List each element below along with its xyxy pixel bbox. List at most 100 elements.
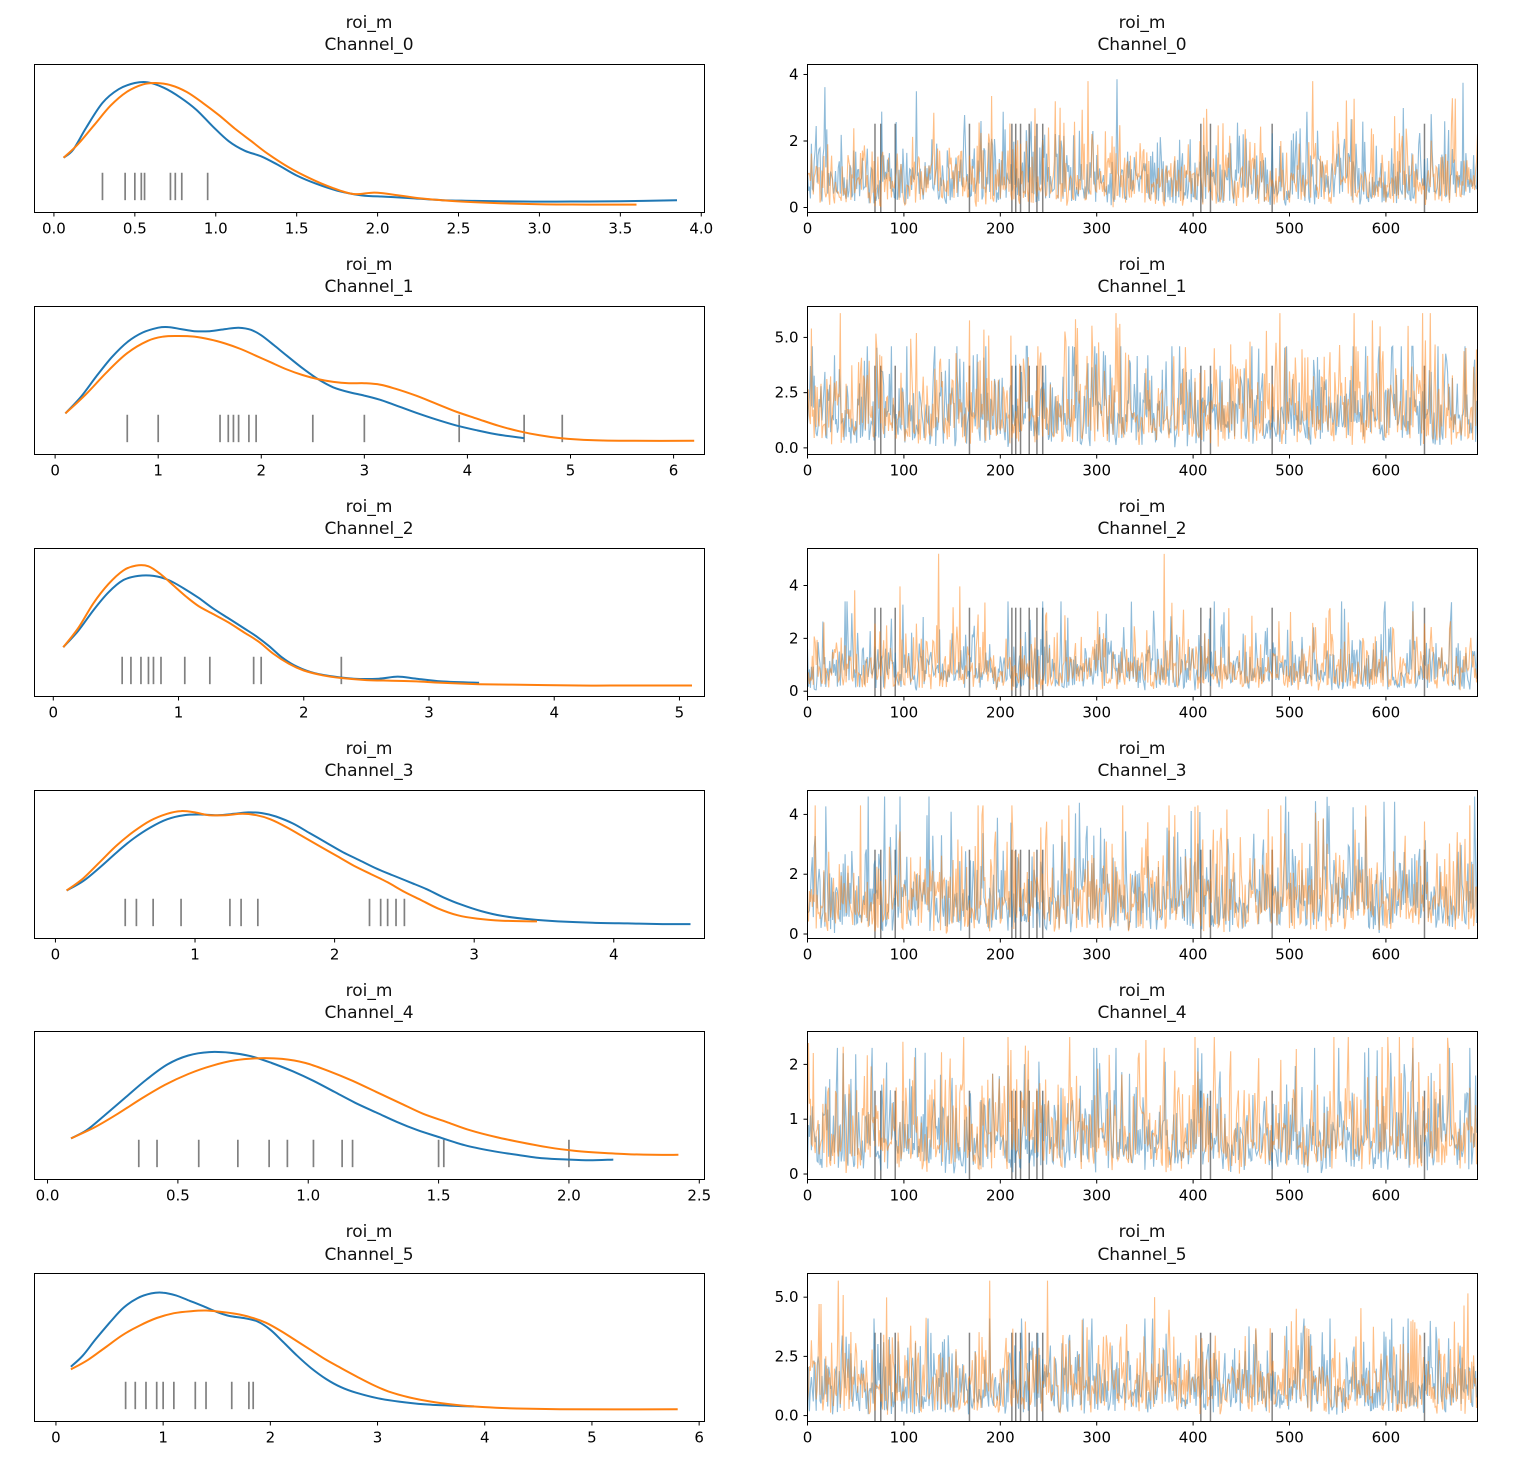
plot-area <box>807 79 1478 213</box>
y-tick-label: 0 <box>789 682 799 700</box>
plot-group: 0 100 200 300 400 500 600 0 2 4 <box>789 547 1478 721</box>
x-tick-label: 400 <box>1179 461 1208 479</box>
x-tick-label: 600 <box>1372 219 1401 237</box>
chart-title: roi_m <box>345 1222 393 1243</box>
x-tick-label: 200 <box>986 1429 1015 1447</box>
chart-panel: roi_m Channel_2 0 1 2 3 4 5 <box>0 496 757 725</box>
trace-orange <box>807 1037 1478 1174</box>
kde-curve-orange <box>62 81 637 206</box>
x-tick-label: 1 <box>190 945 200 963</box>
kde-curve-orange <box>62 563 692 687</box>
x-tick-label: 0.0 <box>36 1187 60 1205</box>
chart-title: roi_m <box>345 254 393 275</box>
chart-title-block: roi_m Channel_3 <box>28 738 704 783</box>
y-tick-label: 5.0 <box>775 328 799 346</box>
x-tick-label: 5 <box>675 703 685 721</box>
chart-panel: roi_m Channel_5 0 100 200 300 400 500 600 0.0 2.… <box>757 1221 1514 1450</box>
plot-border <box>34 63 705 213</box>
chart-title-block: roi_m Channel_4 <box>28 980 704 1025</box>
chart-subtitle: Channel_0 <box>324 35 414 56</box>
y-tick-label: 0 <box>789 198 799 216</box>
chart-title-block: roi_m Channel_2 <box>759 496 1477 541</box>
y-tick-label: 4 <box>789 65 799 83</box>
x-tick-label: 100 <box>890 703 919 721</box>
plot-area <box>66 809 691 926</box>
y-tick-label: 2.5 <box>775 383 799 401</box>
chart-subtitle: Channel_3 <box>1097 761 1187 782</box>
plot-border <box>807 789 1478 939</box>
chart-title: roi_m <box>345 496 393 517</box>
chart-panel: roi_m Channel_1 0 1 2 3 4 5 6 <box>0 254 757 483</box>
x-tick-label: 200 <box>986 945 1015 963</box>
x-tick-label: 300 <box>1082 219 1111 237</box>
chart-title-block: roi_m Channel_3 <box>759 738 1477 783</box>
x-tick-label: 200 <box>986 461 1015 479</box>
x-tick-label: 300 <box>1082 945 1111 963</box>
x-tick-label: 500 <box>1275 461 1304 479</box>
x-tick-label: 500 <box>1275 703 1304 721</box>
x-tick-label: 600 <box>1372 461 1401 479</box>
x-tick-label: 2 <box>256 461 266 479</box>
plot-area <box>70 1051 679 1168</box>
plot-group: 0 100 200 300 400 500 600 0 2 4 <box>789 789 1478 963</box>
chart-title: roi_m <box>1118 1222 1166 1243</box>
x-tick-label: 300 <box>1082 461 1111 479</box>
plot-area <box>807 1280 1478 1422</box>
chart-panel: roi_m Channel_0 0.0 0.5 1.0 1.5 2.0 2.5 3.0 3.5… <box>0 12 757 241</box>
chart-panel: roi_m Channel_1 0 100 200 300 400 500 600 0.0 2.… <box>757 254 1514 483</box>
x-tick-label: 2 <box>266 1429 276 1447</box>
x-tick-label: 0 <box>803 945 813 963</box>
trace-blue <box>807 1048 1478 1174</box>
chart-title: roi_m <box>345 738 393 759</box>
plot-area <box>64 325 695 442</box>
x-tick-label: 300 <box>1082 703 1111 721</box>
y-tick-label: 0.0 <box>775 1407 799 1425</box>
x-tick-label: 2.0 <box>557 1187 581 1205</box>
plot-group: 0.0 0.5 1.0 1.5 2.0 2.5 <box>34 1031 711 1205</box>
x-tick-label: 100 <box>890 1187 919 1205</box>
x-tick-label: 4 <box>549 703 559 721</box>
plot-canvas: 0 100 200 300 400 500 600 0 2 4 <box>789 789 1478 963</box>
x-tick-label: 100 <box>890 945 919 963</box>
x-tick-label: 0 <box>803 1429 813 1447</box>
chart-title-block: roi_m Channel_2 <box>28 496 704 541</box>
plot-canvas: 0 1 2 3 4 5 6 <box>34 305 705 479</box>
chart-subtitle: Channel_5 <box>1097 1244 1187 1265</box>
y-tick-label: 5.0 <box>775 1288 799 1306</box>
x-tick-label: 1 <box>153 461 163 479</box>
x-tick-label: 3.5 <box>608 219 632 237</box>
x-tick-label: 2 <box>299 703 309 721</box>
y-tick-label: 4 <box>789 805 799 823</box>
x-tick-label: 500 <box>1275 219 1304 237</box>
x-tick-label: 3 <box>469 945 479 963</box>
y-tick-label: 2 <box>789 1056 799 1074</box>
plot-canvas: 0 100 200 300 400 500 600 0.0 2.5 5.0 <box>775 1273 1478 1447</box>
kde-curve-orange <box>70 1309 678 1411</box>
x-tick-label: 1.5 <box>285 219 309 237</box>
plot-canvas: 0.0 0.5 1.0 1.5 2.0 2.5 <box>34 1031 711 1205</box>
x-tick-label: 2 <box>330 945 340 963</box>
x-tick-label: 0 <box>51 945 61 963</box>
kde-curve-orange <box>64 334 695 442</box>
plot-area <box>62 563 692 687</box>
plot-group: 0 100 200 300 400 500 600 0.0 2.5 5.0 <box>775 305 1478 479</box>
plot-area <box>70 1291 678 1411</box>
plot-border <box>807 305 1478 455</box>
x-tick-label: 4.0 <box>689 219 713 237</box>
plot-border <box>34 1273 705 1423</box>
kde-curve-orange <box>70 1057 679 1157</box>
plot-area <box>62 80 678 206</box>
y-tick-label: 2 <box>789 865 799 883</box>
kde-curve-orange <box>66 809 538 922</box>
x-tick-label: 500 <box>1275 1429 1304 1447</box>
chart-subtitle: Channel_4 <box>324 1002 414 1023</box>
trace-orange <box>807 1280 1478 1415</box>
x-tick-label: 0 <box>49 703 59 721</box>
plot-group: 0 1 2 3 4 5 <box>34 547 705 721</box>
chart-title: roi_m <box>1118 980 1166 1001</box>
trace-orange <box>807 553 1478 691</box>
y-tick-label: 2 <box>789 132 799 150</box>
x-tick-label: 100 <box>890 461 919 479</box>
plot-canvas: 0 100 200 300 400 500 600 0 2 4 <box>789 547 1478 721</box>
plot-border <box>807 63 1478 213</box>
